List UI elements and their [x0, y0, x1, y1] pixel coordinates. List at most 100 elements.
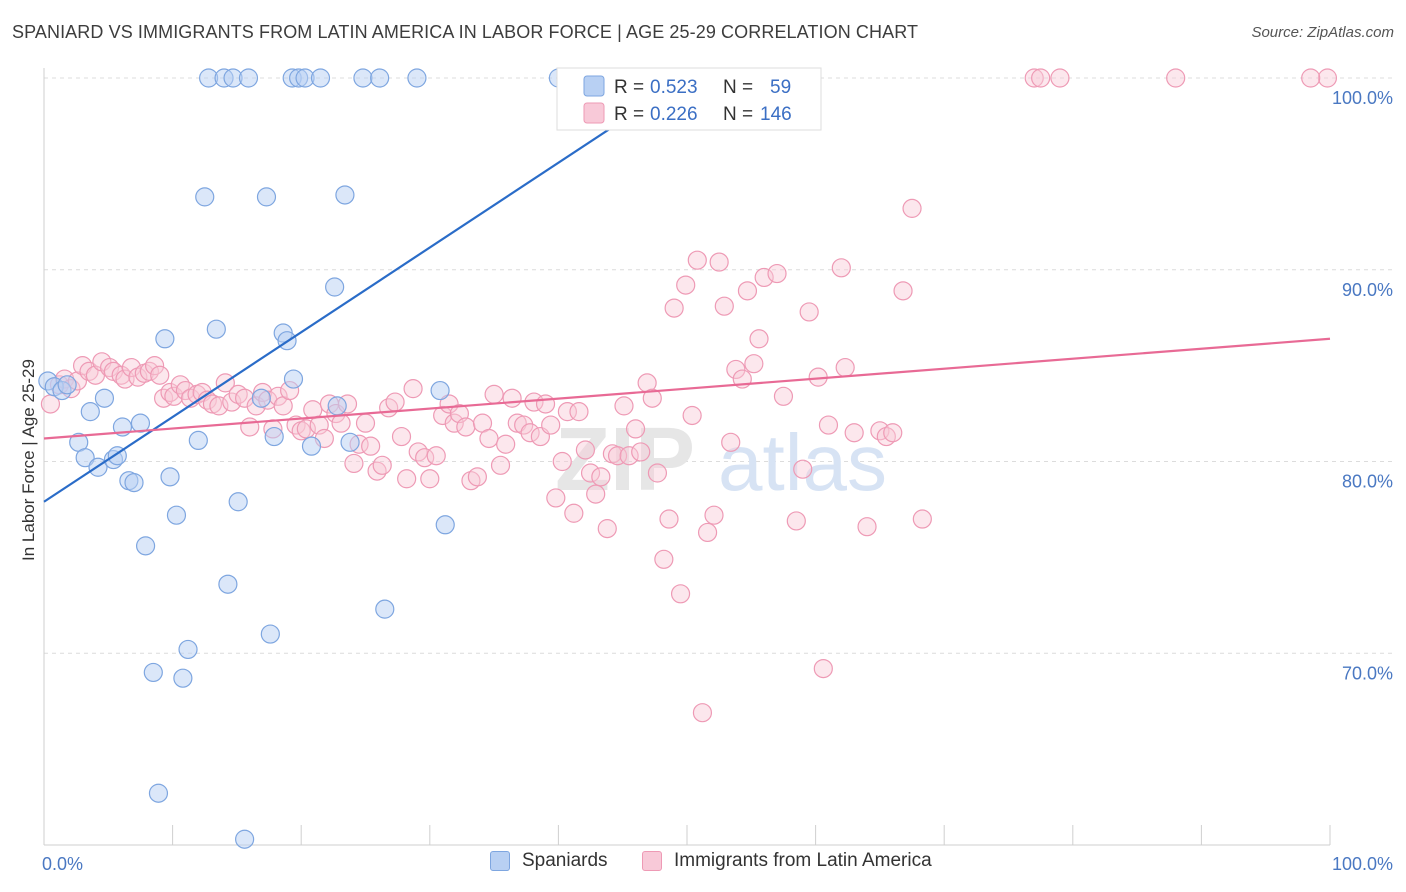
- spaniards-point: [57, 375, 77, 395]
- immigrants-point: [557, 402, 578, 422]
- immigrants-point: [793, 459, 813, 479]
- immigrants-point: [893, 281, 913, 301]
- trendlines: [43, 77, 1331, 503]
- spaniards-point: [166, 505, 187, 525]
- immigrants-point: [670, 584, 691, 604]
- immigrants-point: [773, 386, 794, 406]
- spaniards-point: [124, 472, 144, 493]
- legend-r-value-2: 0.226: [650, 104, 698, 125]
- spaniards-point: [260, 624, 280, 644]
- immigrants-point: [426, 446, 446, 466]
- spaniards-point: [238, 68, 259, 88]
- y-tick-label-90: 90.0%: [1342, 280, 1393, 300]
- immigrants-point: [111, 365, 131, 385]
- immigrants-trendline: [43, 337, 1331, 440]
- immigrants-point: [514, 415, 534, 435]
- spaniards-point: [251, 388, 271, 408]
- immigrants-point: [619, 446, 639, 466]
- spaniards-point: [143, 662, 163, 683]
- immigrants-point: [222, 392, 242, 412]
- spaniards-point: [94, 388, 115, 408]
- legend-r-label-1: R =: [614, 77, 644, 98]
- immigrants-point: [502, 388, 522, 408]
- immigrants-point: [367, 461, 387, 481]
- immigrants-point: [659, 509, 679, 529]
- legend-n-label-1: N =: [723, 77, 753, 98]
- immigrants-point: [857, 517, 877, 537]
- immigrants-point: [444, 413, 464, 433]
- legend-swatch-spaniards: [583, 75, 605, 97]
- immigrants-point: [744, 354, 764, 374]
- immigrants-point: [647, 463, 668, 483]
- immigrants-point: [484, 384, 504, 404]
- legend-label-spaniards: Spaniards: [522, 850, 608, 871]
- immigrants-point: [296, 419, 316, 439]
- immigrants-point: [580, 463, 601, 483]
- immigrants-point: [726, 359, 746, 380]
- legend-n-value-1: 59: [770, 77, 791, 98]
- immigrants-point: [139, 361, 160, 381]
- spaniards-point: [340, 432, 360, 452]
- legend-item-spaniards[interactable]: Spaniards: [490, 850, 608, 872]
- immigrants-point: [240, 417, 260, 437]
- legend-n-value-2: 146: [760, 104, 792, 125]
- spaniards-point: [173, 668, 193, 688]
- immigrants-point: [844, 423, 864, 443]
- legend-box: R = 0.523 N = 59 R = 0.226 N = 146: [556, 67, 822, 131]
- spaniards-point: [206, 319, 226, 339]
- spaniards-point: [148, 783, 169, 803]
- spaniards-point: [135, 536, 156, 556]
- spaniards-point: [178, 639, 198, 660]
- legend-item-immigrants[interactable]: Immigrants from Latin America: [642, 850, 932, 872]
- spaniards-points: [38, 68, 697, 849]
- immigrants-point: [546, 488, 566, 508]
- immigrants-point: [1301, 68, 1321, 88]
- immigrants-point: [586, 484, 606, 504]
- immigrants-point: [631, 442, 651, 462]
- y-axis-title: In Labor Force | Age 25-29: [19, 359, 38, 561]
- watermark-atlas: atlas: [718, 418, 887, 507]
- immigrants-point: [575, 440, 596, 460]
- immigrants-point: [682, 405, 702, 426]
- immigrants-point: [607, 446, 628, 466]
- immigrants-point: [467, 467, 487, 487]
- immigrants-points: [40, 68, 1338, 723]
- immigrants-point: [286, 415, 306, 435]
- immigrants-point: [403, 379, 423, 399]
- spaniards-point: [264, 426, 284, 447]
- immigrants-point: [799, 302, 819, 322]
- immigrants-point: [372, 455, 392, 475]
- spaniards-point: [435, 515, 455, 535]
- immigrants-point: [883, 423, 903, 443]
- immigrants-point: [912, 509, 932, 529]
- spaniards-point: [80, 402, 100, 422]
- chart-title: SPANIARD VS IMMIGRANTS FROM LATIN AMERIC…: [12, 22, 919, 42]
- spaniards-point: [375, 599, 395, 619]
- immigrants-point: [344, 453, 364, 474]
- spaniards-point: [235, 829, 255, 849]
- spaniards-point: [218, 574, 238, 594]
- immigrants-point: [835, 357, 855, 378]
- immigrants-point: [697, 522, 718, 543]
- immigrants-point: [831, 258, 851, 278]
- immigrants-point: [361, 436, 381, 456]
- immigrants-point: [397, 469, 417, 489]
- immigrants-point: [541, 415, 561, 435]
- spaniards-point: [353, 68, 373, 88]
- immigrants-point: [496, 434, 516, 454]
- immigrants-point: [355, 413, 376, 433]
- immigrants-point: [160, 382, 180, 403]
- legend-n-label-2: N =: [723, 104, 753, 125]
- immigrants-point: [209, 396, 229, 416]
- immigrants-point: [569, 402, 589, 422]
- immigrants-point: [754, 267, 774, 288]
- immigrants-point: [813, 658, 833, 679]
- immigrants-point: [170, 375, 190, 395]
- immigrants-point: [1024, 68, 1044, 88]
- axes: [43, 68, 1331, 846]
- immigrants-point: [654, 549, 674, 569]
- immigrants-point: [150, 365, 170, 385]
- y-tick-label-70: 70.0%: [1342, 663, 1393, 683]
- spaniards-point: [283, 369, 304, 389]
- immigrants-point: [144, 356, 165, 376]
